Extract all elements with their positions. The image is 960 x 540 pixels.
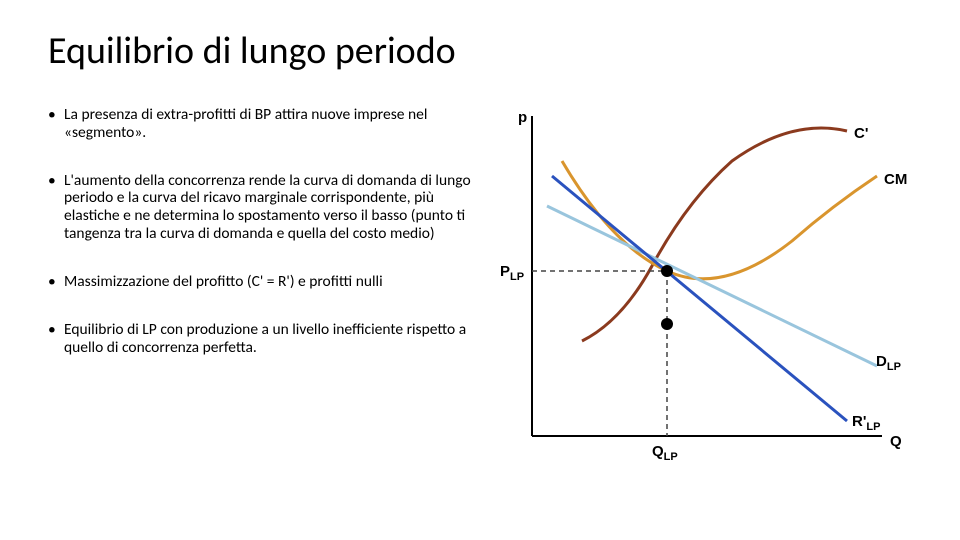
svg-text:QLP: QLP bbox=[652, 443, 678, 463]
bullet-item: Massimizzazione del profitto (C' = R') e… bbox=[48, 273, 472, 291]
bullet-list: La presenza di extra-profitti di BP atti… bbox=[48, 106, 472, 486]
bullet-item: Equilibrio di LP con produzione a un liv… bbox=[48, 321, 472, 357]
bullet-item: L'aumento della concorrenza rende la cur… bbox=[48, 172, 472, 243]
svg-text:CM: CM bbox=[884, 171, 907, 188]
svg-text:R'LP: R'LP bbox=[852, 413, 880, 433]
svg-text:C': C' bbox=[854, 125, 868, 142]
svg-text:p: p bbox=[518, 109, 527, 126]
chart-container: p Q C' CM DLP R'LP PLP QLP bbox=[482, 106, 912, 486]
page-title: Equilibrio di lungo periodo bbox=[48, 28, 912, 74]
content-row: La presenza di extra-profitti di BP atti… bbox=[48, 106, 912, 486]
svg-text:PLP: PLP bbox=[500, 263, 524, 283]
svg-text:DLP: DLP bbox=[876, 353, 901, 373]
economics-chart: p Q C' CM DLP R'LP PLP QLP bbox=[482, 106, 912, 486]
svg-text:Q: Q bbox=[890, 433, 902, 450]
bullet-item: La presenza di extra-profitti di BP atti… bbox=[48, 106, 472, 142]
